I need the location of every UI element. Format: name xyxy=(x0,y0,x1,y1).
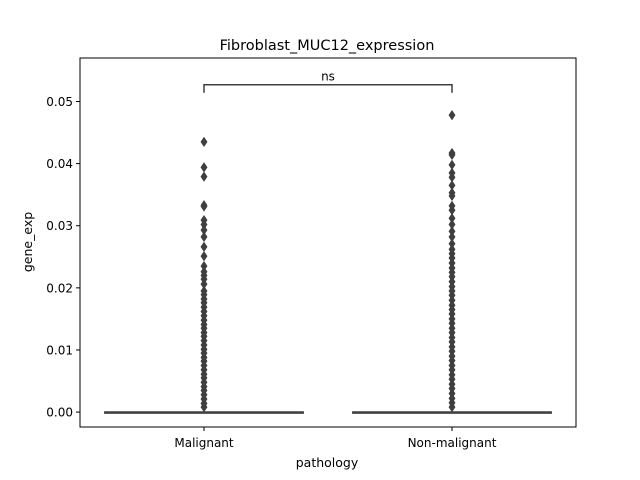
x-axis-label: pathology xyxy=(296,455,359,470)
y-tick-label: 0.03 xyxy=(46,219,73,233)
x-tick-label: Non-malignant xyxy=(408,436,497,450)
axes-frame xyxy=(79,57,577,428)
outlier-point xyxy=(200,201,208,212)
outlier-point xyxy=(448,401,456,413)
y-tick-label: 0.01 xyxy=(46,343,73,357)
significance-label: ns xyxy=(321,70,335,84)
outlier-point xyxy=(200,136,208,148)
box-series xyxy=(104,411,552,414)
plot-area xyxy=(79,57,577,428)
chart-title: Fibroblast_MUC12_expression xyxy=(220,38,435,54)
outlier-point xyxy=(200,241,208,253)
outlier-points xyxy=(200,109,456,413)
y-tick-label: 0.02 xyxy=(46,281,73,295)
y-axis-label: gene_exp xyxy=(20,212,35,272)
y-tick-label: 0.05 xyxy=(46,95,73,109)
outlier-point xyxy=(200,231,208,243)
x-tick-label: Malignant xyxy=(174,436,234,450)
outlier-point xyxy=(200,250,208,262)
significance-bracket xyxy=(203,83,453,93)
outlier-point xyxy=(200,162,208,173)
y-tick-label: 0.04 xyxy=(46,157,73,171)
y-axis-ticks: 0.00 0.01 0.02 0.03 0.04 0.05 xyxy=(46,95,80,420)
outlier-point xyxy=(200,171,208,182)
significance-annotation: ns xyxy=(203,70,453,93)
y-tick-label: 0.00 xyxy=(46,406,73,420)
outlier-point xyxy=(448,109,456,121)
x-axis-ticks: Malignant Non-malignant xyxy=(174,427,497,450)
outlier-point xyxy=(200,401,208,413)
